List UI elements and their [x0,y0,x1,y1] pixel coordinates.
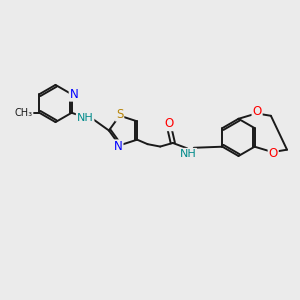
Text: O: O [268,147,278,160]
Text: O: O [165,117,174,130]
Text: N: N [70,88,78,101]
Text: S: S [116,108,123,121]
Text: NH: NH [179,149,196,159]
Text: O: O [253,105,262,119]
Text: N: N [114,140,123,153]
Text: NH: NH [77,113,94,123]
Text: CH₃: CH₃ [14,108,33,118]
